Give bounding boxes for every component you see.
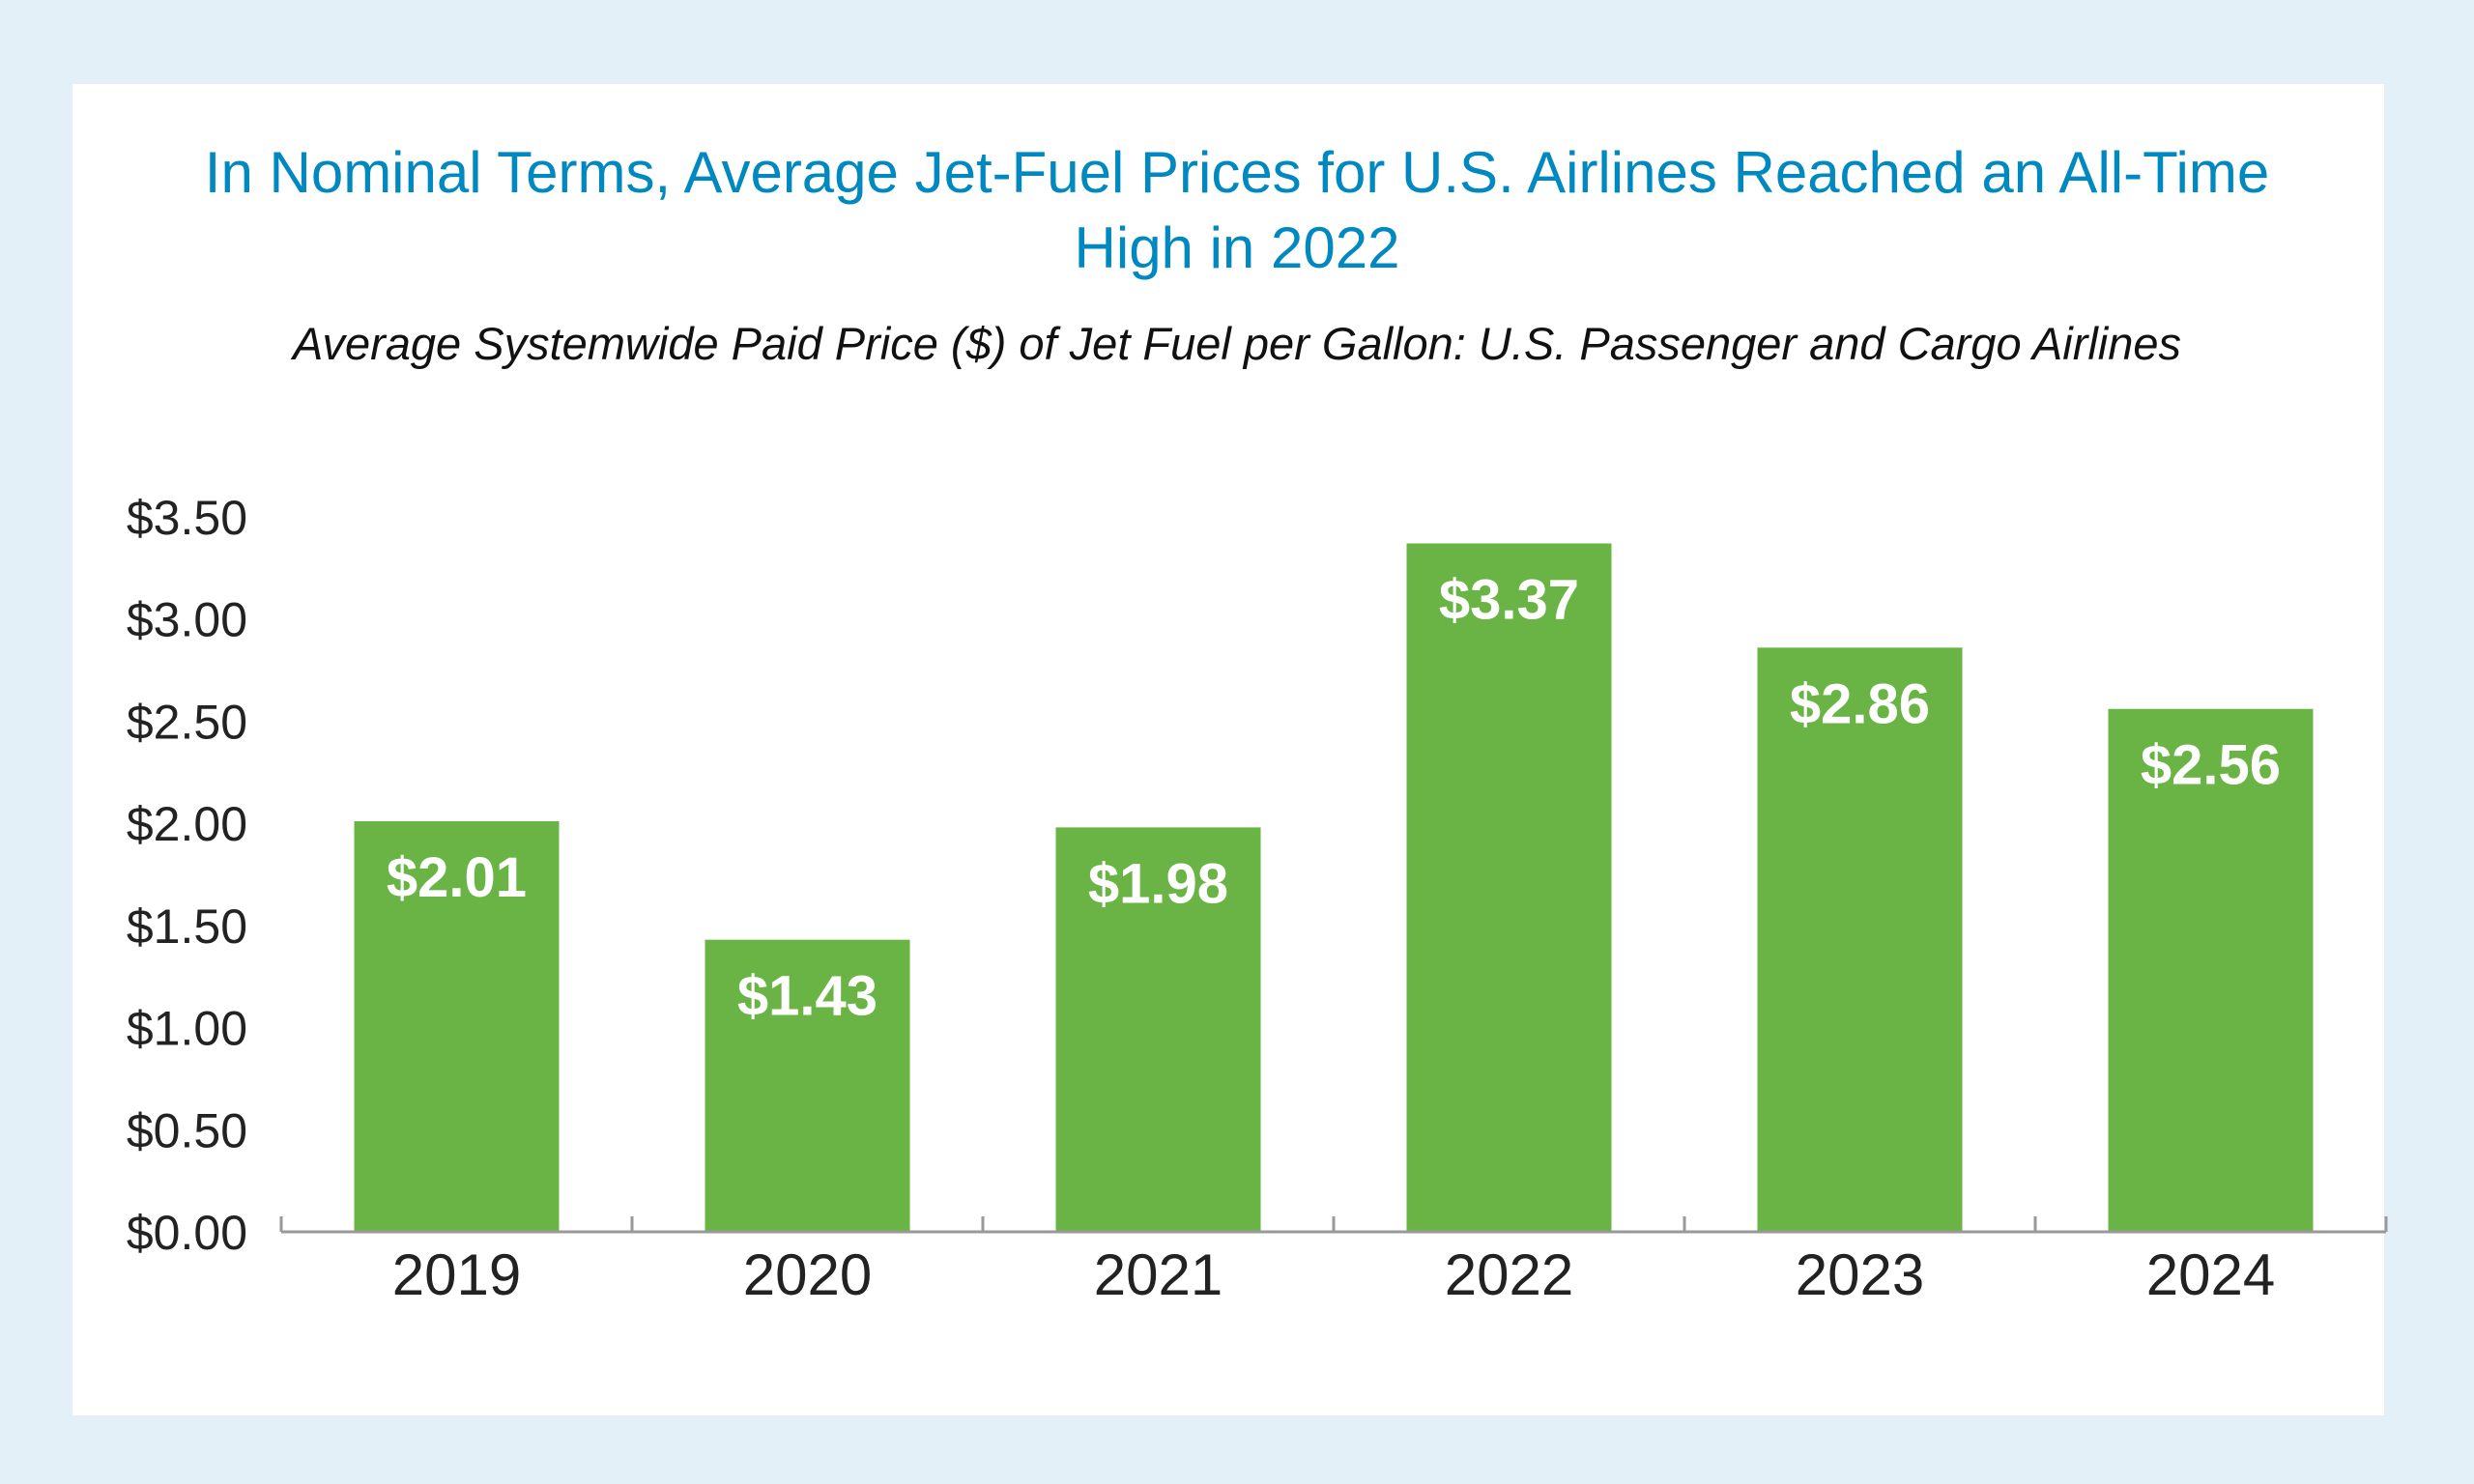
y-tick-label: $0.50 — [127, 1103, 247, 1157]
chart-subtitle: Average Systemwide Paid Price ($) of Jet… — [292, 318, 2182, 369]
y-tick-label: $3.50 — [127, 491, 247, 545]
bar-2021 — [1055, 827, 1261, 1232]
y-tick-label: $2.00 — [127, 797, 247, 851]
x-tick-label: 2019 — [392, 1242, 521, 1307]
y-tick-label: $2.50 — [127, 695, 247, 749]
bar-value-label: $2.86 — [1790, 672, 1930, 735]
bar-value-label: $1.98 — [1088, 852, 1228, 915]
bar-2020 — [705, 939, 910, 1232]
x-tick-label: 2024 — [2146, 1242, 2275, 1307]
chart-title-text: In Nominal Terms, Average Jet-Fuel Price… — [204, 140, 2270, 280]
bar-value-label: $3.37 — [1439, 568, 1579, 631]
chart-title: In Nominal Terms, Average Jet-Fuel Price… — [0, 135, 2474, 286]
x-tick-label: 2023 — [1796, 1242, 1924, 1307]
y-tick-label: $0.00 — [127, 1206, 247, 1260]
bar-2023 — [1757, 647, 1963, 1232]
y-tick-label: $1.00 — [127, 1002, 247, 1056]
x-tick-label: 2021 — [1094, 1242, 1223, 1307]
x-tick-label: 2022 — [1445, 1242, 1573, 1307]
bar-value-label: $2.56 — [2141, 734, 2281, 797]
bar-value-label: $1.43 — [737, 965, 877, 1028]
bar-2019 — [354, 821, 560, 1232]
x-tick-label: 2020 — [743, 1242, 872, 1307]
bar-2022 — [1406, 543, 1612, 1232]
bar-2024 — [2108, 708, 2314, 1232]
y-tick-label: $3.00 — [127, 593, 247, 647]
bar-value-label: $2.01 — [387, 846, 527, 909]
y-tick-label: $1.50 — [127, 899, 247, 954]
